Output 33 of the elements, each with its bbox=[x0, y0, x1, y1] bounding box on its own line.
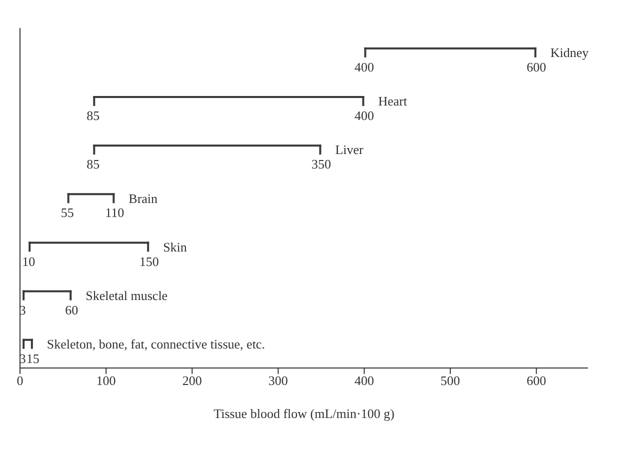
annotation: 55 bbox=[60, 205, 74, 220]
bar bbox=[93, 96, 364, 98]
y-tick-label: Skeletal muscle bbox=[86, 288, 168, 303]
x-tick-label: 400 bbox=[354, 373, 374, 388]
bar bbox=[22, 290, 72, 292]
annotation: 150 bbox=[139, 254, 159, 269]
x-axis-title: Tissue blood flow (mL/min·100 g) bbox=[214, 406, 394, 421]
x-tick-label: 200 bbox=[182, 373, 202, 388]
annotation: 400 bbox=[354, 108, 374, 124]
annotation: 10 bbox=[22, 254, 36, 269]
y-tick-label: Kidney bbox=[550, 45, 590, 60]
y-tick-label: Skin bbox=[163, 239, 188, 254]
annotation: 85 bbox=[86, 108, 100, 124]
x-tick-label: 300 bbox=[268, 373, 288, 388]
annotation: 600 bbox=[526, 60, 546, 75]
y-tick-label: Liver bbox=[335, 142, 364, 158]
x-tick-label: 500 bbox=[440, 373, 460, 388]
annotation: 110 bbox=[105, 205, 124, 220]
x-tick-label: 0 bbox=[16, 373, 24, 388]
bar bbox=[67, 193, 115, 196]
annotation: 350 bbox=[311, 156, 331, 172]
bar bbox=[93, 144, 322, 147]
y-tick-label: Skeleton, bone, fat, connective tissue, etc. bbox=[46, 336, 265, 352]
annotation: 60 bbox=[65, 302, 78, 318]
y-tick-label: Heart bbox=[378, 94, 408, 109]
y-tick-label: Brain bbox=[128, 190, 158, 206]
bar bbox=[28, 242, 150, 244]
annotation: 400 bbox=[354, 60, 374, 75]
annotation: 85 bbox=[86, 156, 100, 172]
annotation: 15 bbox=[26, 350, 40, 366]
x-tick-label: 600 bbox=[526, 373, 546, 388]
bar bbox=[364, 47, 536, 50]
x-tick-label: 100 bbox=[96, 373, 116, 388]
